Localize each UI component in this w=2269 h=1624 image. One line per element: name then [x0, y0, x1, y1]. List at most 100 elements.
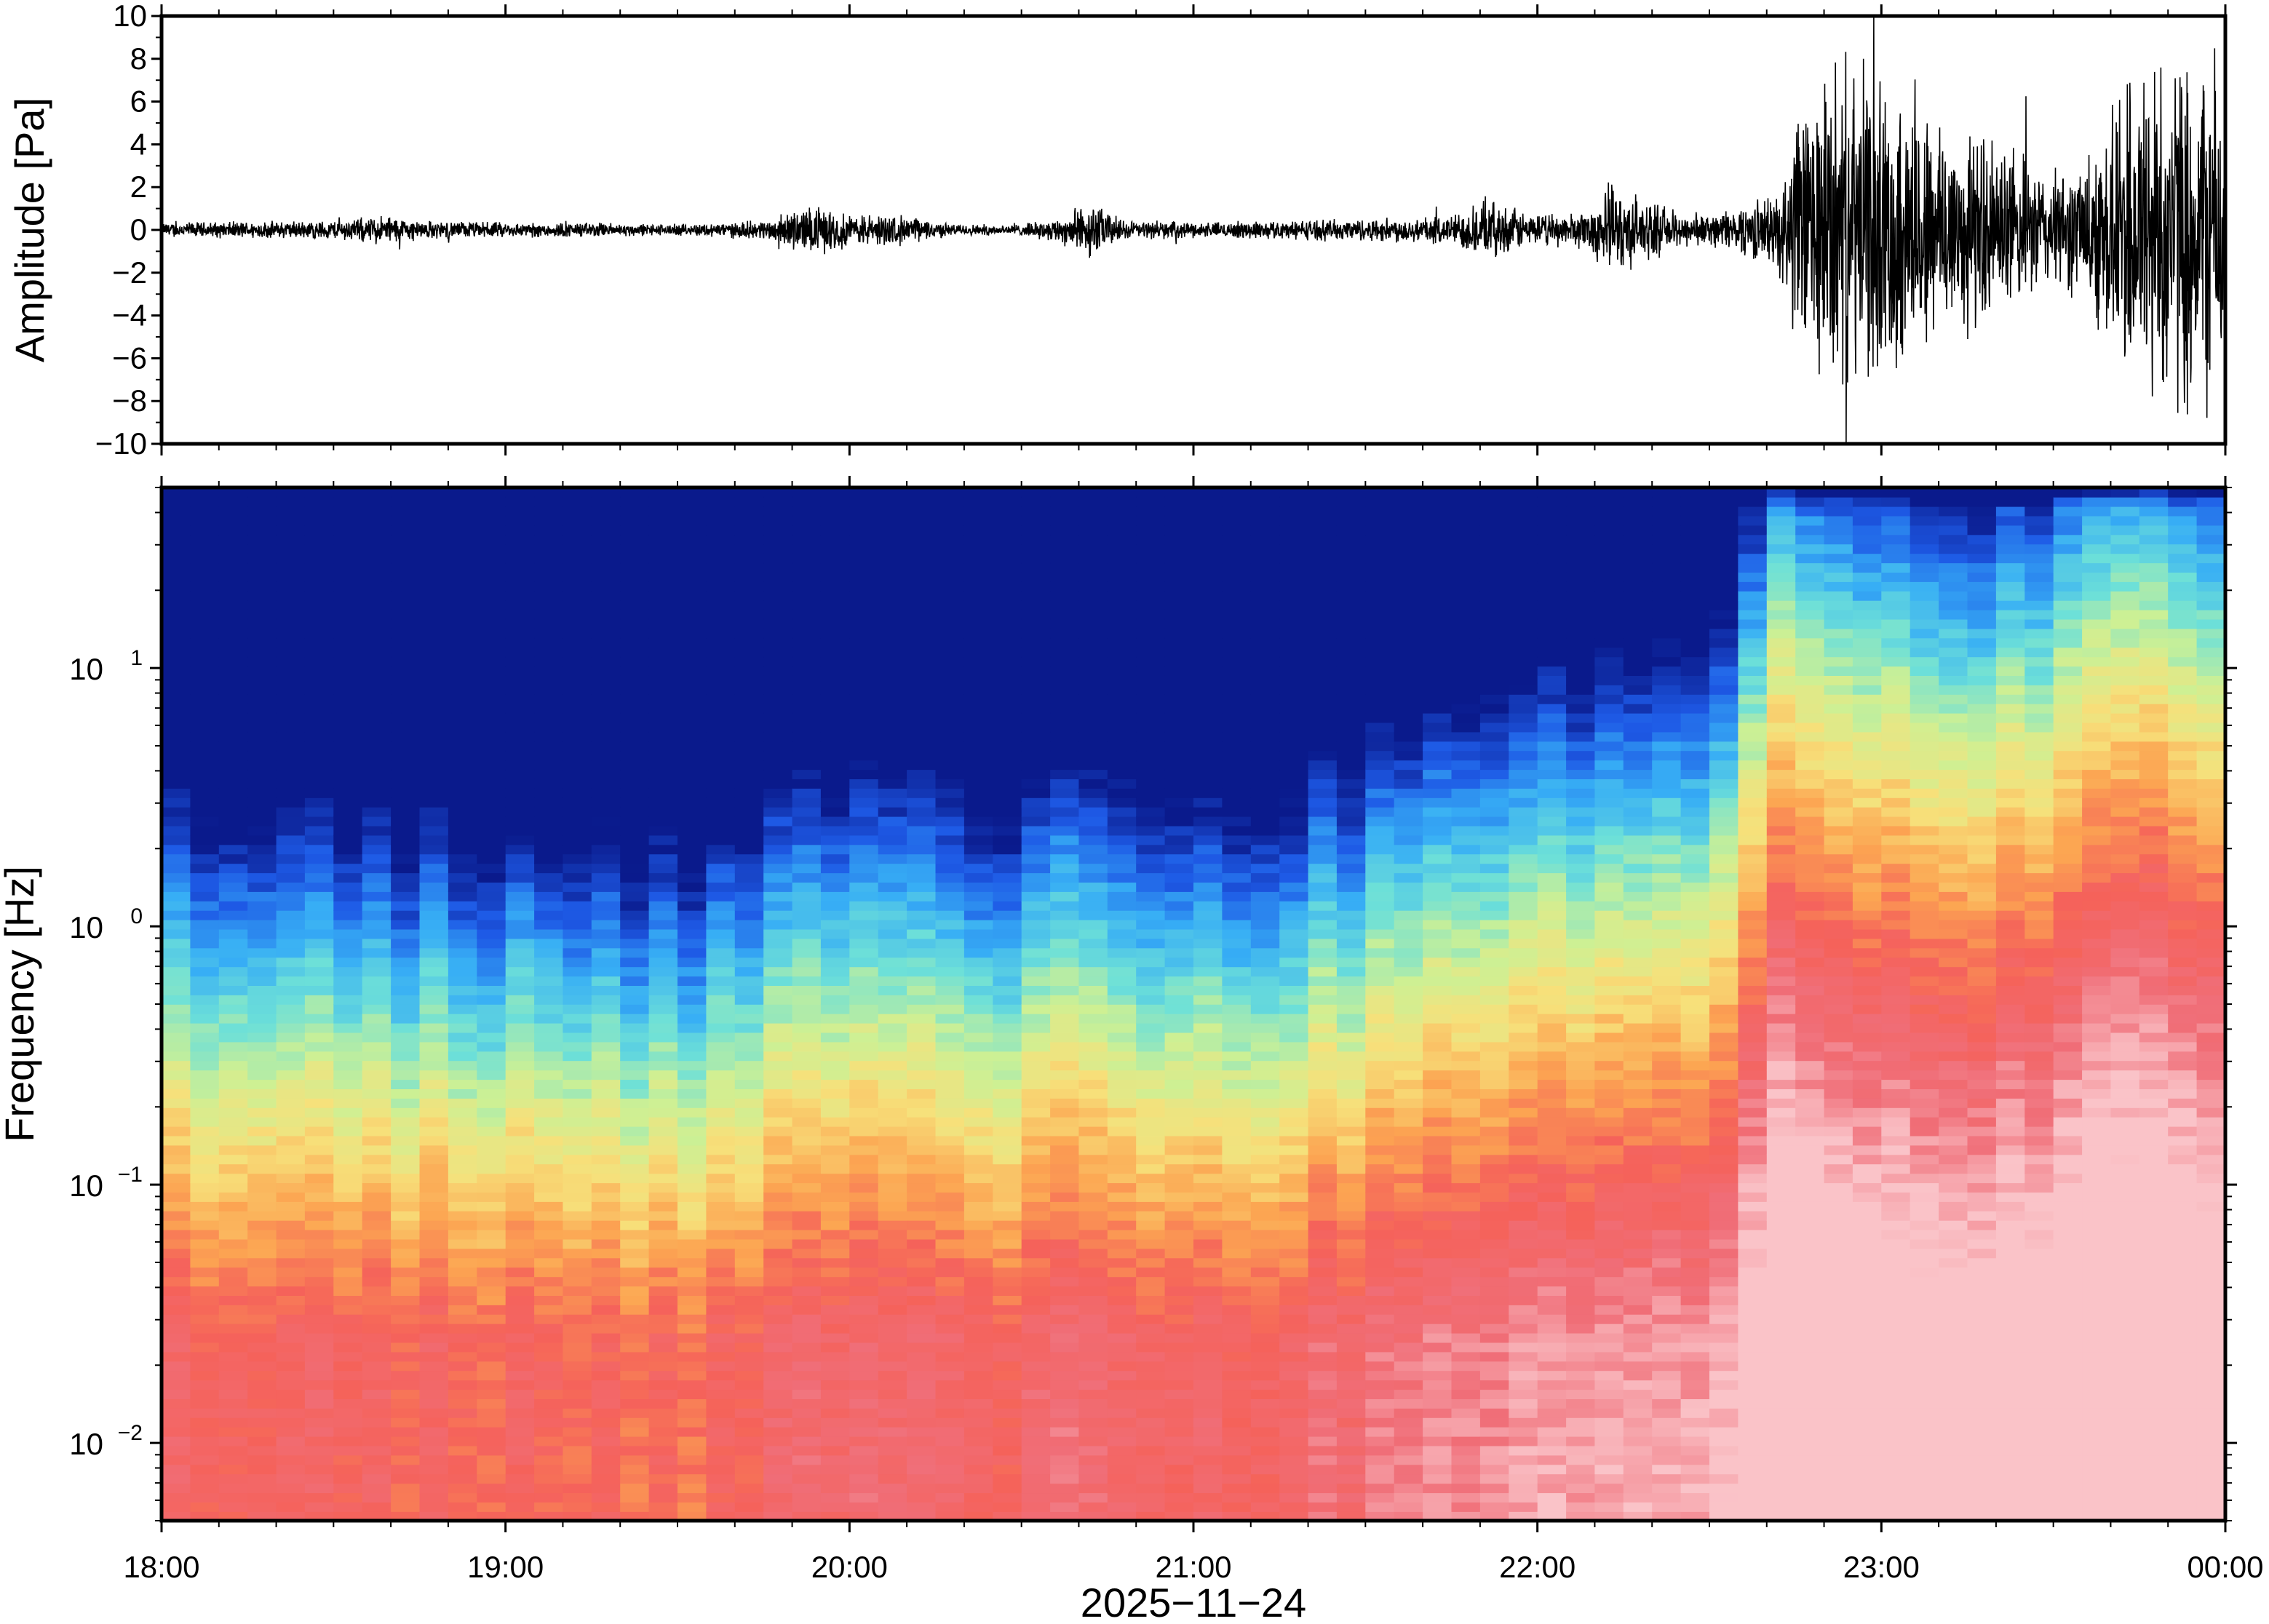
spectrogram-cell: [1021, 928, 1051, 939]
spectrogram-cell: [820, 1116, 851, 1127]
spectrogram-cell: [162, 1032, 191, 1043]
spectrogram-cell: [1336, 1267, 1367, 1278]
spectrogram-cell: [304, 976, 335, 986]
spectrogram-cell: [1078, 544, 1108, 554]
spectrogram-cell: [993, 609, 1022, 620]
spectrogram-cell: [247, 1211, 277, 1221]
spectrogram-cell: [1250, 1145, 1280, 1155]
spectrogram-cell: [935, 1370, 965, 1381]
spectrogram-cell: [648, 976, 678, 986]
spectrogram-cell: [1250, 1380, 1280, 1390]
spectrogram-cell: [477, 1323, 506, 1334]
spectrogram-cell: [419, 562, 449, 573]
spectrogram-cell: [534, 1314, 564, 1324]
spectrogram-cell: [963, 703, 994, 714]
spectrogram-cell: [1078, 1229, 1108, 1240]
spectrogram-cell: [1078, 1135, 1108, 1146]
spectrogram-cell: [620, 581, 650, 592]
spectrogram-cell: [563, 600, 592, 610]
spectrogram-cell: [1336, 1107, 1367, 1118]
spectrogram-cell: [505, 666, 535, 676]
spectrogram-cell: [1394, 909, 1423, 920]
spectrogram-cell: [1107, 1370, 1137, 1381]
spectrogram-cell: [304, 675, 335, 685]
spectrogram-cell: [935, 496, 965, 507]
spectrogram-cell: [1078, 1238, 1108, 1249]
spectrogram-cell: [1336, 1464, 1367, 1475]
spectrogram-cell: [1222, 1267, 1252, 1278]
spectrogram-cell: [1193, 685, 1223, 695]
spectrogram-cell: [247, 816, 277, 827]
spectrogram-cell: [935, 1238, 965, 1249]
spectrogram-cell: [935, 694, 965, 704]
spectrogram-cell: [648, 1211, 678, 1221]
spectrogram-cell: [1164, 1483, 1194, 1494]
spectrogram-cell: [448, 562, 478, 573]
spectrogram-cell: [1050, 1060, 1080, 1071]
spectrogram-cell: [247, 703, 277, 714]
spectrogram-cell: [1279, 1257, 1309, 1268]
spectrogram-cell: [534, 1295, 564, 1305]
spectrogram-cell: [1222, 1502, 1252, 1512]
spectrogram-cell: [935, 722, 965, 733]
spectrogram-cell: [247, 1060, 277, 1071]
spectrogram-cell: [419, 506, 449, 517]
spectrogram-cell: [993, 1398, 1022, 1409]
spectrogram-cell: [391, 712, 421, 723]
waveform-y-tick-label: 0: [130, 212, 147, 247]
spectrogram-cell: [563, 1332, 592, 1343]
spectrogram-cell: [963, 1454, 994, 1465]
spectrogram-cell: [620, 1041, 650, 1052]
spectrogram-cell: [849, 1201, 879, 1211]
spectrogram-cell: [1136, 909, 1166, 920]
spectrogram-cell: [907, 637, 937, 648]
spectrogram-cell: [734, 1192, 764, 1202]
spectrogram-cell: [878, 675, 907, 685]
spectrogram-cell: [820, 1219, 851, 1230]
spectrogram-cell: [878, 844, 907, 855]
spectrogram-cell: [1050, 496, 1080, 507]
spectrogram-cell: [1193, 1116, 1223, 1127]
spectrogram-cell: [1222, 1154, 1252, 1165]
spectrogram-cell: [1250, 1502, 1280, 1512]
spectrogram-cell: [505, 600, 535, 610]
spectrogram-cell: [648, 891, 678, 901]
spectrogram-cell: [963, 909, 994, 920]
waveform-y-axis-title: Amplitude [Pa]: [7, 97, 52, 362]
spectrogram-cell: [333, 487, 363, 498]
spectrogram-cell: [935, 1445, 965, 1456]
spectrogram-cell: [505, 1305, 535, 1315]
spectrogram-cell: [993, 1492, 1022, 1502]
spectrogram-cell: [1164, 853, 1194, 864]
spectrogram-cell: [620, 882, 650, 892]
spectrogram-cell: [907, 1032, 937, 1043]
spectrogram-cell: [477, 1173, 506, 1184]
spectrogram-cell: [648, 1192, 678, 1202]
spectrogram-cell: [563, 1351, 592, 1362]
spectrogram-cell: [162, 872, 191, 883]
spectrogram-cell: [820, 995, 851, 1005]
spectrogram-cell: [1394, 863, 1423, 874]
spectrogram-cell: [993, 1070, 1022, 1080]
spectrogram-cell: [677, 891, 707, 901]
spectrogram-cell: [505, 797, 535, 808]
spectrogram-cell: [477, 647, 506, 658]
spectrogram-cell: [419, 760, 449, 771]
spectrogram-cell: [505, 675, 535, 685]
spectrogram-cell: [763, 1145, 793, 1155]
spectrogram-cell: [448, 1248, 478, 1259]
spectrogram-cell: [993, 797, 1022, 808]
spectrogram-cell: [333, 1295, 363, 1305]
spectrogram-cell: [763, 995, 793, 1005]
spectrogram-cell: [1308, 1361, 1338, 1372]
spectrogram-cell: [591, 1079, 621, 1089]
spectrogram-cell: [1050, 760, 1080, 771]
spectrogram-cell: [706, 1088, 736, 1099]
spectrogram-cell: [1136, 666, 1166, 676]
spectrogram-cell: [1308, 816, 1338, 827]
spectrogram-cell: [792, 976, 822, 986]
spectrogram-cell: [448, 694, 478, 704]
spectrogram-cell: [792, 647, 822, 658]
spectrogram-cell: [563, 976, 592, 986]
spectrogram-cell: [391, 562, 421, 573]
